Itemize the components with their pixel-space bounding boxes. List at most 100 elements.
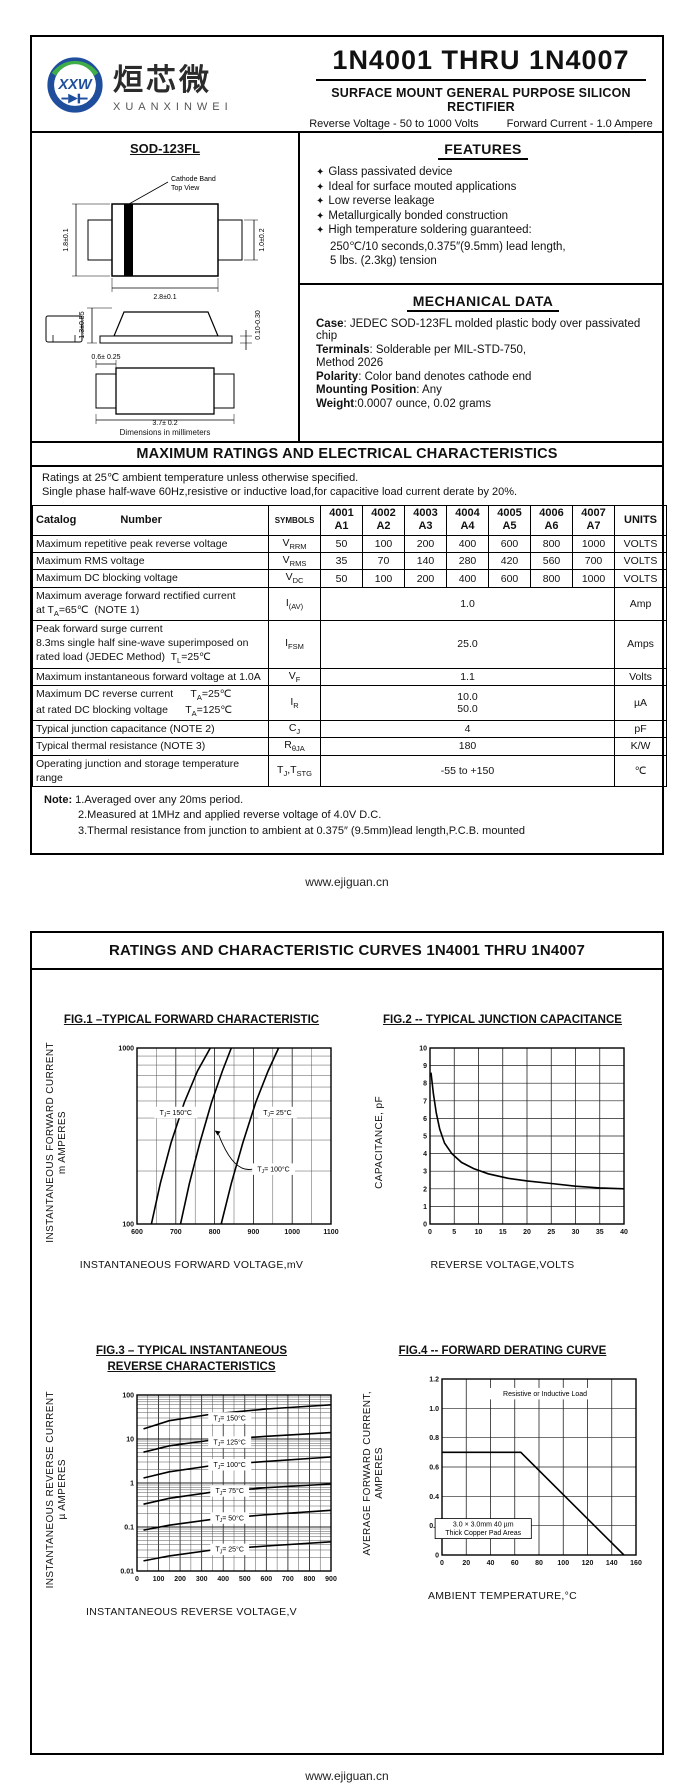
dim-standoff: 0.10-0.30 [255,310,262,340]
company-logo: XXW 烜芯微 XUANXINWEI [32,37,300,131]
feature-item: ✦ Low reverse leakage [316,195,650,207]
units-cell: Volts [614,667,667,686]
feature-item: 250℃/10 seconds,0.375″(9.5mm) lead lengt… [316,239,650,253]
svg-text:0: 0 [440,1560,444,1567]
svg-text:600: 600 [131,1229,143,1236]
svg-text:120: 120 [581,1560,593,1567]
package-name: SOD-123FL [129,141,201,156]
mechanical-data-line: Weight:0.0007 ounce, 0.02 grams [316,397,491,410]
svg-text:500: 500 [238,1576,250,1583]
svg-text:10: 10 [126,1437,134,1444]
dim-lead-height: 1.0±0.2 [259,228,266,251]
svg-text:TJ= 125°C: TJ= 125°C [213,1439,245,1449]
svg-text:0.01: 0.01 [120,1569,134,1576]
fig2-junction-capacitance-chart: 0 5 10 15 20 25 30 35 40 0 1 2 3 4 5 6 7 8 9 10 [419,1046,628,1237]
parameter-cell: Peak forward surge current 8.3ms single h… [32,620,269,669]
units-cell: VOLTS [614,552,667,571]
parameter-cell: Typical thermal resistance (NOTE 3) [32,737,269,756]
features-section: FEATURES ✦ Glass passivated device ✦ Ideal … [300,133,662,285]
ratings-summary: Reverse Voltage - 50 to 1000 Volts Forwa… [300,118,662,130]
table-row: Maximum DC reverse current TA=25℃ at rate… [32,684,667,722]
note-line-3: 3.Thermal resistance from junction to am… [78,824,525,837]
symbol-cell: VRMS [268,552,321,571]
svg-text:1: 1 [130,1481,134,1488]
svg-text:600: 600 [260,1576,272,1583]
units-cell: K/W [614,737,667,756]
value-cell: 70 [362,552,405,571]
cathode-band-callout: Cathode Band [171,176,216,183]
part-number-header: 4004 A4 [446,504,489,537]
dim-total-width: 3.7± 0.2 [152,420,177,426]
parameter-cell: Maximum DC blocking voltage [32,569,269,588]
table-row: Maximum repetitive peak reverse voltage V… [32,535,667,554]
svg-text:TJ= 75°C: TJ= 75°C [215,1488,243,1498]
feature-bullet-icon: ✦ [316,210,325,222]
brand-name-chinese: 烜芯微 [113,64,212,97]
ratings-conditions: Ratings at 25℃ ambient temperature unles… [32,467,662,505]
parameter-cell: Maximum repetitive peak reverse voltage [32,535,269,554]
fig3-ylabel-line1: INSTANTANEOUS REVERSE CURRENT [44,1390,56,1588]
logo-monogram: XXW [57,77,92,93]
symbol-cell: RθJA [268,737,321,756]
website-url-bottom: www.ejiguan.cn [305,1769,389,1783]
value-cell: 560 [530,552,573,571]
fig3-ylabel-line2: µ AMPERES [56,1459,68,1520]
svg-text:TJ= 150°C: TJ= 150°C [213,1415,245,1425]
units-cell: VOLTS [614,535,667,554]
svg-text:80: 80 [535,1560,543,1567]
fig3-title-line2: REVERSE CHARACTERISTICS [107,1361,276,1374]
svg-text:6: 6 [423,1116,427,1123]
website-url: www.ejiguan.cn [305,875,389,890]
package-outline-drawing: Cathode Band Top View 1.8±0.1 1.0±0.2 2.… [45,176,266,426]
feature-item: ✦ Ideal for surface mouted applications [316,181,650,193]
svg-text:9: 9 [423,1063,427,1070]
part-number-header: 4001 A1 [320,504,363,537]
fig3-xlabel: INSTANTANEOUS REVERSE VOLTAGE,V [86,1606,297,1619]
svg-text:30: 30 [571,1229,579,1236]
svg-text:40: 40 [486,1560,494,1567]
svg-text:20: 20 [523,1229,531,1236]
symbols-header: SYMBOLS [268,504,321,537]
feature-text: Glass passivated device [328,166,453,178]
fig3-title-line1: FIG.3 – TYPICAL INSTANTANEOUS [95,1345,288,1358]
svg-text:TJ= 25°C: TJ= 25°C [263,1109,291,1119]
part-number-header: 4002 A2 [362,504,405,537]
parameter-cell: Maximum instantaneous forward voltage at… [32,667,269,686]
svg-text:900: 900 [325,1576,337,1583]
svg-text:140: 140 [605,1560,617,1567]
part-number-header: 4006 A6 [530,504,573,537]
table-row: Peak forward surge current 8.3ms single h… [32,620,667,669]
mechanical-data-list: Case: JEDEC SOD-123FL molded plastic bod… [316,318,650,410]
svg-text:100: 100 [122,1393,134,1400]
forward-current-rating: Forward Current - 1.0 Ampere [506,118,653,130]
svg-text:Thick Copper Pad Areas: Thick Copper Pad Areas [445,1530,521,1537]
value-cell: 600 [488,535,531,554]
dim-body-width: 2.8±0.1 [153,294,176,301]
svg-text:100: 100 [122,1222,134,1229]
svg-text:900: 900 [247,1229,259,1236]
fig2-xlabel: REVERSE VOLTAGE,VOLTS [430,1259,575,1272]
mechanical-data-line: Mounting Position: Any [316,384,442,396]
svg-text:0.6: 0.6 [429,1465,439,1472]
units-cell: Amps [614,620,667,669]
fig1-xlabel: INSTANTANEOUS FORWARD VOLTAGE,mV [79,1259,304,1272]
parameter-cell: Maximum RMS voltage [32,552,269,571]
value-cell: 800 [530,535,573,554]
part-number-header: 4005 A5 [488,504,531,537]
svg-text:0: 0 [428,1229,432,1236]
svg-text:800: 800 [208,1229,220,1236]
value-cell: 400 [446,535,489,554]
value-cell: 400 [446,569,489,588]
feature-bullet-icon: ✦ [316,196,325,207]
svg-text:0: 0 [435,1553,439,1560]
value-cell: 35 [320,552,363,571]
dimensions-footnote: Dimensions in millimeters [119,428,211,437]
feature-text: 250℃/10 seconds,0.375″(9.5mm) lead lengt… [330,240,566,253]
units-header: UNITS [614,504,667,537]
svg-text:4: 4 [423,1151,427,1158]
svg-text:0.4: 0.4 [429,1494,439,1501]
value-cell: 420 [488,552,531,571]
features-heading: FEATURES [438,141,528,160]
svg-text:TJ= 150°C: TJ= 150°C [159,1109,191,1119]
reverse-voltage-range: Reverse Voltage - 50 to 1000 Volts [309,118,479,130]
